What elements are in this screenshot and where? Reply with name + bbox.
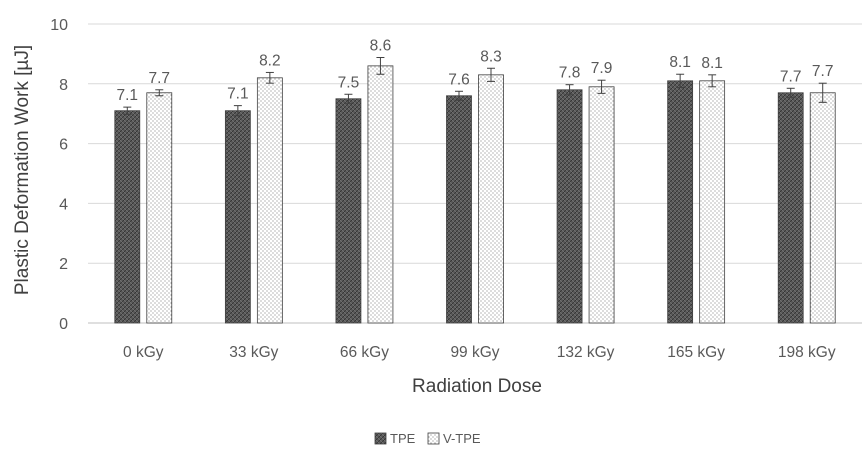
- y-tick-label: 4: [59, 196, 68, 213]
- x-tick-label: 99 kGy: [450, 344, 499, 361]
- bar-tpe: [777, 92, 804, 324]
- legend: TPE V-TPE: [374, 431, 481, 446]
- data-label: 8.2: [259, 52, 281, 69]
- bar-v-tpe: [478, 74, 504, 324]
- data-label: 8.3: [480, 48, 502, 65]
- bar-v-tpe: [256, 77, 283, 324]
- legend-label-tpe: TPE: [390, 431, 416, 446]
- bar-v-tpe: [699, 80, 726, 324]
- gridlines: [88, 23, 862, 324]
- y-tick-label: 8: [59, 77, 68, 94]
- legend-swatch-vtpe: [427, 432, 440, 445]
- y-tick-label: 2: [59, 256, 68, 273]
- data-label: 8.1: [669, 54, 691, 71]
- bar-tpe: [667, 80, 694, 324]
- bars: [114, 65, 836, 324]
- x-tick-label: 33 kGy: [229, 344, 278, 361]
- data-labels: 7.1 7.1 7.5 7.6 7.8 8.1 7.7 7.7 8.2 8.6 8.3 7.9 8.1 7…: [117, 37, 834, 104]
- x-tick-label: 66 kGy: [340, 344, 389, 361]
- bar-v-tpe: [367, 65, 394, 324]
- bar-tpe: [335, 98, 362, 324]
- legend-swatch-tpe: [374, 432, 387, 445]
- data-label: 7.1: [117, 87, 139, 104]
- y-axis-title: Plastic Deformation Work [µJ]: [12, 45, 33, 295]
- bar-v-tpe: [809, 92, 836, 324]
- y-tick-label: 6: [59, 137, 68, 154]
- y-tick-label: 10: [50, 17, 68, 34]
- x-tick-label: 165 kGy: [667, 344, 725, 361]
- data-label: 7.1: [227, 86, 249, 103]
- error-bars: [123, 56, 827, 117]
- bar-tpe: [556, 89, 583, 324]
- x-tick-labels: 0 kGy 33 kGy 66 kGy 99 kGy 132 kGy 165 kGy 198…: [123, 344, 836, 361]
- data-label: 7.7: [149, 70, 171, 87]
- y-tick-labels: 0 2 4 6 8 10: [50, 17, 68, 333]
- legend-label-vtpe: V-TPE: [443, 431, 481, 446]
- bar-tpe: [446, 95, 472, 324]
- y-tick-label: 0: [59, 316, 68, 333]
- data-label: 7.8: [559, 65, 581, 82]
- x-axis-title: Radiation Dose: [412, 376, 542, 397]
- bar-tpe: [224, 110, 251, 324]
- x-tick-label: 132 kGy: [557, 344, 615, 361]
- data-label: 8.1: [701, 55, 723, 72]
- x-tick-label: 0 kGy: [123, 344, 164, 361]
- bar-v-tpe: [588, 86, 615, 324]
- data-label: 8.6: [370, 37, 392, 54]
- data-label: 7.5: [338, 74, 360, 91]
- data-label: 7.9: [591, 60, 613, 77]
- bar-v-tpe: [146, 92, 173, 324]
- x-tick-label: 198 kGy: [778, 344, 836, 361]
- data-label: 7.7: [780, 68, 802, 85]
- data-label: 7.7: [812, 63, 834, 80]
- data-label: 7.6: [448, 71, 470, 88]
- bar-tpe: [114, 110, 141, 324]
